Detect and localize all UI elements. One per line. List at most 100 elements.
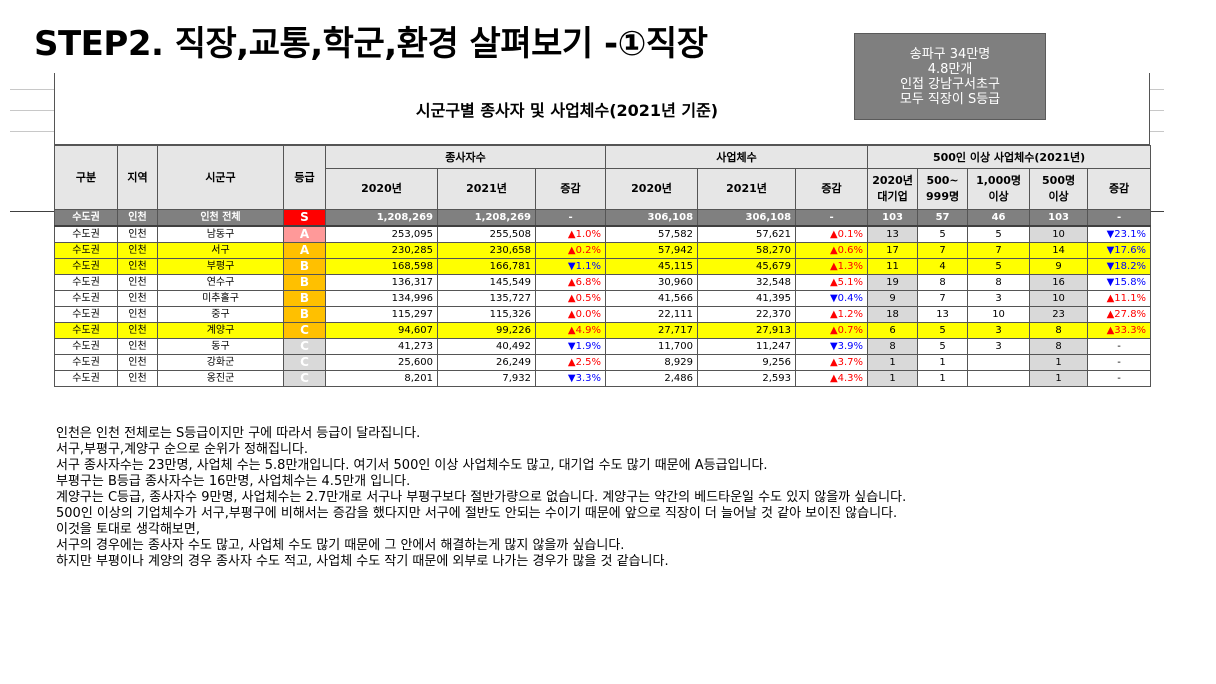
cell-large-500: 16 — [1029, 274, 1089, 291]
cell-gubun: 수도권 — [54, 290, 118, 307]
header-businesses-2020: 2020년 — [605, 168, 699, 210]
cell-gubun: 수도권 — [54, 274, 118, 291]
cell-region: 인천 — [117, 306, 158, 323]
cell-large-2020: 6 — [867, 322, 919, 339]
cell-large-1000: 5 — [967, 258, 1031, 275]
table-row: 수도권 인천 남동구 A 253,095 255,508 ▲1.0% 57,582 57,621… — [54, 225, 1152, 243]
sheet-gridline — [10, 131, 54, 132]
cell-large-change: ▼17.6% — [1087, 242, 1152, 259]
cell-sigungu: 인천 전체 — [157, 209, 284, 227]
cell-grade: B — [283, 290, 326, 307]
cell-large-500-999: 57 — [917, 209, 969, 227]
cell-businesses-change: ▼3.9% — [795, 338, 869, 355]
cell-large-2020: 1 — [867, 370, 919, 387]
cell-large-1000: 3 — [967, 322, 1031, 339]
cell-sigungu: 중구 — [157, 306, 284, 323]
sheet-gridline — [1150, 89, 1164, 90]
cell-large-change: - — [1087, 209, 1152, 227]
cell-large-2020: 1 — [867, 354, 919, 371]
cell-workers-change: ▲0.5% — [534, 290, 607, 307]
cell-large-500-999: 5 — [917, 338, 969, 355]
note-box: 송파구 34만명 4.8만개 인접 강남구서초구 모두 직장이 S등급 — [854, 33, 1046, 120]
cell-businesses-2021: 22,370 — [697, 306, 797, 323]
table-row: 수도권 인천 부평구 B 168,598 166,781 ▼1.1% 45,115 45,679… — [54, 258, 1152, 275]
cell-workers-2021: 166,781 — [437, 258, 536, 275]
cell-large-change: ▲11.1% — [1087, 290, 1152, 307]
header-workers: 종사자수 — [324, 145, 607, 169]
cell-businesses-change: ▲0.6% — [795, 242, 869, 259]
cell-large-2020: 103 — [867, 209, 919, 227]
cell-businesses-2021: 306,108 — [697, 209, 797, 227]
cell-businesses-change: ▼0.4% — [795, 290, 869, 307]
cell-businesses-2021: 27,913 — [697, 322, 797, 339]
cell-gubun: 수도권 — [54, 225, 118, 243]
cell-large-change: - — [1087, 354, 1152, 371]
cell-large-500-999: 1 — [917, 354, 969, 371]
cell-businesses-2021: 32,548 — [697, 274, 797, 291]
cell-businesses-2021: 11,247 — [697, 338, 797, 355]
cell-workers-2021: 7,932 — [437, 370, 536, 387]
header-businesses-change: 증감 — [795, 168, 869, 210]
cell-businesses-2020: 306,108 — [605, 209, 699, 227]
cell-large-500: 103 — [1029, 209, 1089, 227]
cell-businesses-2021: 58,270 — [697, 242, 797, 259]
note-line: 인접 강남구서초구 — [900, 76, 1000, 92]
paragraph: 서구의 경우에는 종사자 수도 많고, 사업체 수도 많기 때문에 그 안에서 … — [56, 538, 625, 553]
cell-region: 인천 — [117, 290, 158, 307]
cell-large-change: ▼18.2% — [1087, 258, 1152, 275]
cell-grade: B — [283, 258, 326, 275]
cell-workers-change: ▼3.3% — [534, 370, 607, 387]
table-row: 수도권 인천 인천 전체 S 1,208,269 1,208,269-306,108 306… — [54, 209, 1152, 227]
cell-large-500: 10 — [1029, 290, 1089, 307]
cell-workers-2021: 135,727 — [437, 290, 536, 307]
cell-workers-change: ▲2.5% — [534, 354, 607, 371]
paragraph: 하지만 부평이나 계양의 경우 종사자 수도 적고, 사업체 수도 작기 때문에… — [56, 554, 669, 569]
cell-businesses-change: ▲4.3% — [795, 370, 869, 387]
cell-large-500: 8 — [1029, 322, 1089, 339]
sheet-gridline — [10, 89, 54, 90]
cell-large-1000 — [967, 370, 1031, 387]
cell-workers-2020: 230,285 — [325, 242, 438, 259]
cell-grade: A — [283, 225, 326, 243]
cell-large-500-999: 8 — [917, 274, 969, 291]
cell-large-1000 — [967, 354, 1031, 371]
cell-large-change: - — [1087, 370, 1152, 387]
cell-large-2020: 13 — [867, 225, 919, 243]
cell-large-1000: 7 — [967, 242, 1031, 259]
cell-large-1000: 46 — [967, 209, 1031, 227]
header-large-col: 500명 이상 — [1029, 168, 1089, 210]
cell-large-500: 14 — [1029, 242, 1089, 259]
cell-gubun: 수도권 — [54, 209, 118, 227]
cell-large-500: 10 — [1029, 225, 1089, 243]
cell-gubun: 수도권 — [54, 354, 118, 371]
cell-businesses-2020: 8,929 — [605, 354, 699, 371]
paragraph: 이것을 토대로 생각해보면, — [56, 522, 200, 537]
cell-businesses-2020: 57,582 — [605, 225, 699, 243]
header-workers-2021: 2021년 — [437, 168, 536, 210]
table-row: 수도권 인천 미추홀구 B 134,996 135,727 ▲0.5% 41,566 41,39… — [54, 290, 1152, 307]
sheet-gridline — [1150, 131, 1164, 132]
cell-region: 인천 — [117, 242, 158, 259]
spreadsheet-table: 시군구별 종사자 및 사업체수(2021년 기준) 구분 지역 시군구 등급 종… — [54, 73, 1152, 410]
cell-workers-2020: 94,607 — [325, 322, 438, 339]
cell-large-500-999: 5 — [917, 225, 969, 243]
cell-workers-change: ▲6.8% — [534, 274, 607, 291]
header-workers-2020: 2020년 — [325, 168, 438, 210]
note-line: 모두 직장이 S등급 — [899, 91, 1001, 107]
header-large-col: 500~ 999명 — [917, 168, 969, 210]
paragraph: 계양구는 C등급, 종사자수 9만명, 사업체수는 2.7만개로 서구나 부평구… — [56, 490, 907, 505]
cell-large-1000: 8 — [967, 274, 1031, 291]
header-large-businesses: 500인 이상 사업체수(2021년) — [867, 145, 1152, 169]
cell-businesses-2020: 27,717 — [605, 322, 699, 339]
cell-grade: S — [283, 209, 326, 227]
cell-large-change: ▼15.8% — [1087, 274, 1152, 291]
cell-workers-change: - — [534, 209, 607, 227]
cell-large-500-999: 5 — [917, 322, 969, 339]
table-row: 수도권 인천 서구 A 230,285 230,658 ▲0.2% 57,942 58,270 ▲… — [54, 242, 1152, 259]
table-row: 수도권 인천 연수구 B 136,317 145,549 ▲6.8% 30,960 32,548… — [54, 274, 1152, 291]
cell-grade: C — [283, 322, 326, 339]
cell-sigungu: 부평구 — [157, 258, 284, 275]
header-large-col: 2020년 대기업 — [867, 168, 919, 210]
cell-workers-2020: 1,208,269 — [325, 209, 438, 227]
paragraph: 서구 종사자수는 23만명, 사업체 수는 5.8만개입니다. 여기서 500인… — [56, 458, 768, 473]
